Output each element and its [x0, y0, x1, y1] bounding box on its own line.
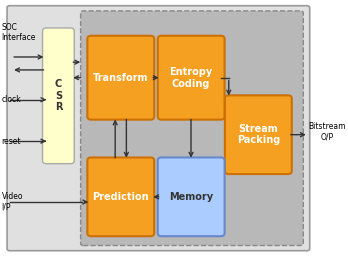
FancyBboxPatch shape: [81, 11, 303, 246]
Text: Video
I/P: Video I/P: [2, 192, 23, 212]
FancyBboxPatch shape: [158, 157, 224, 236]
Text: Entropy
Coding: Entropy Coding: [169, 67, 213, 89]
FancyBboxPatch shape: [225, 95, 292, 174]
Text: reset: reset: [2, 137, 21, 146]
Text: C
S
R: C S R: [55, 79, 62, 112]
Text: SOC
Interface: SOC Interface: [2, 23, 36, 42]
FancyBboxPatch shape: [87, 157, 154, 236]
Text: Transform: Transform: [93, 73, 149, 83]
Text: Bitstream
O/P: Bitstream O/P: [309, 123, 346, 142]
FancyBboxPatch shape: [7, 6, 310, 251]
FancyBboxPatch shape: [158, 36, 224, 120]
FancyBboxPatch shape: [87, 36, 154, 120]
Text: clock: clock: [2, 95, 21, 104]
FancyBboxPatch shape: [42, 28, 74, 164]
Text: Prediction: Prediction: [93, 192, 149, 202]
Text: Memory: Memory: [169, 192, 213, 202]
Text: Stream
Packing: Stream Packing: [237, 124, 280, 146]
